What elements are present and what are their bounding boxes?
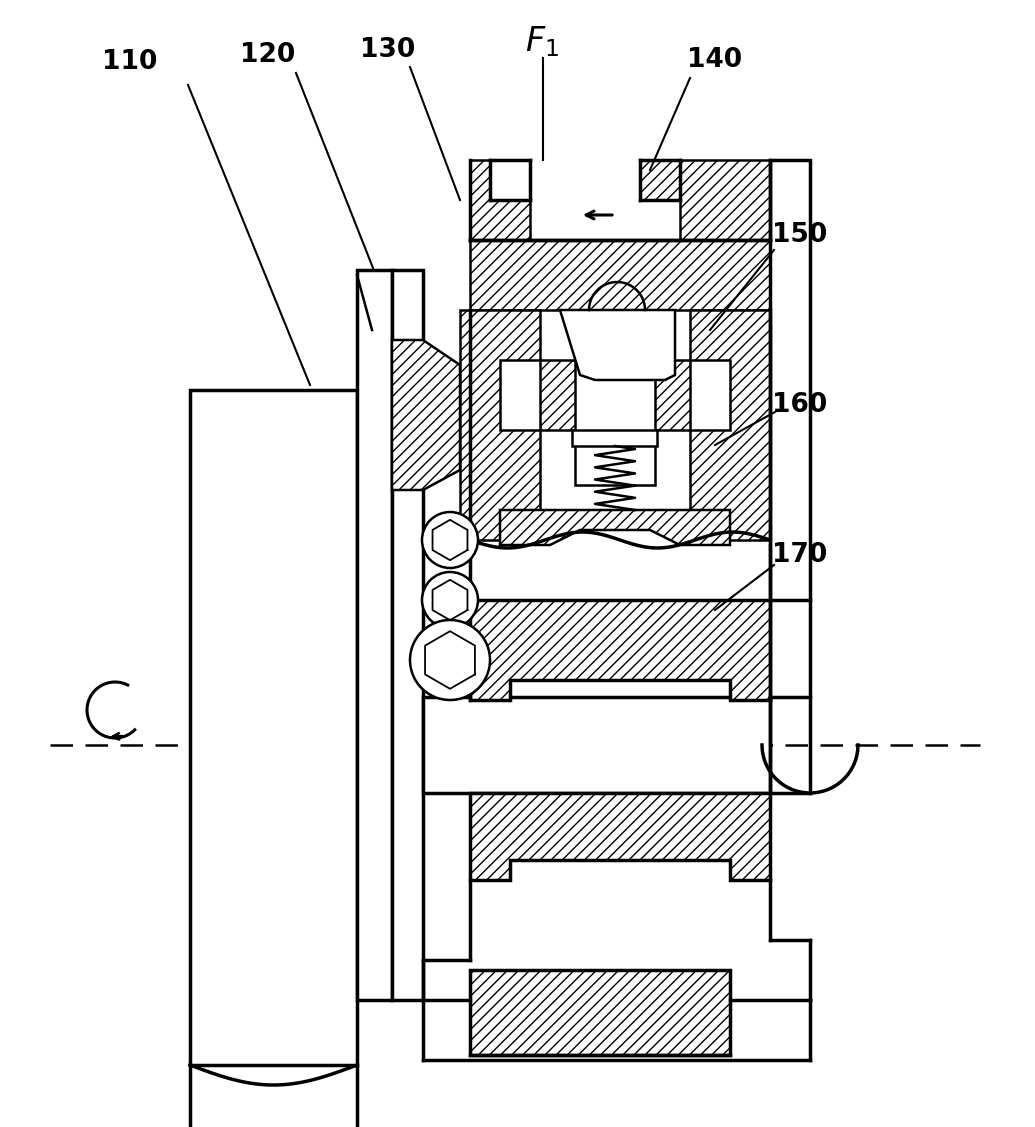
Polygon shape (560, 310, 675, 380)
Bar (357, 270, 392, 1000)
Bar (423, 696, 770, 793)
Bar (392, 270, 423, 1000)
Bar (770, 160, 810, 600)
Text: 130: 130 (360, 37, 416, 63)
Polygon shape (500, 511, 730, 545)
Text: 170: 170 (772, 542, 828, 568)
Polygon shape (470, 160, 530, 240)
Text: 120: 120 (240, 42, 296, 68)
Polygon shape (470, 600, 770, 700)
Polygon shape (470, 793, 770, 880)
Bar (572, 431, 657, 446)
Polygon shape (470, 970, 730, 1055)
Bar (575, 360, 655, 485)
Text: 150: 150 (772, 222, 828, 248)
Polygon shape (540, 360, 690, 431)
Circle shape (422, 573, 478, 628)
Text: 110: 110 (102, 48, 157, 76)
Polygon shape (640, 160, 770, 240)
Text: 140: 140 (687, 47, 742, 73)
Circle shape (422, 512, 478, 568)
Polygon shape (460, 310, 540, 540)
Polygon shape (690, 310, 770, 540)
Polygon shape (392, 340, 460, 490)
Polygon shape (470, 240, 770, 310)
Circle shape (410, 620, 490, 700)
Bar (190, 390, 357, 1065)
Text: $\mathit{F}_{1}$: $\mathit{F}_{1}$ (525, 25, 559, 60)
Text: 160: 160 (772, 392, 828, 418)
